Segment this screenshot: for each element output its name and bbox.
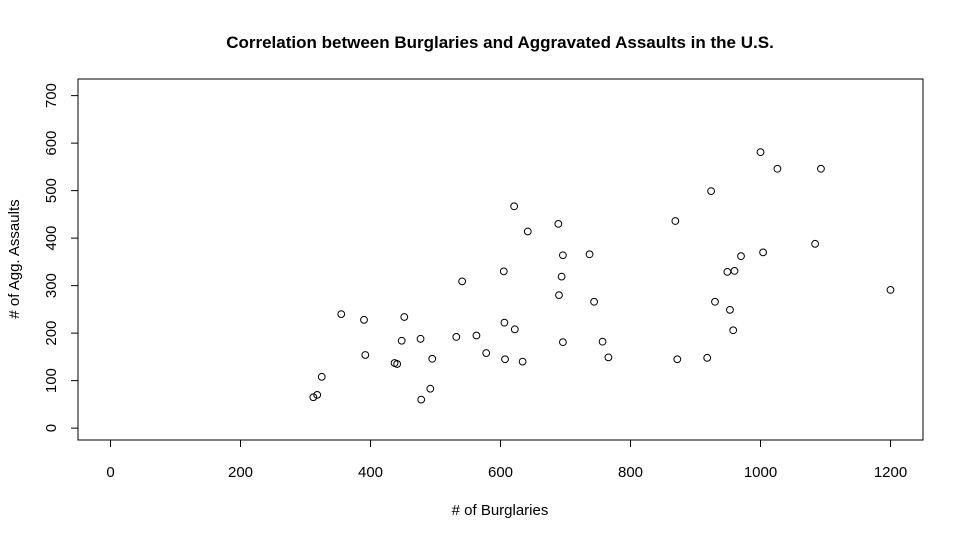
x-axis-label: # of Burglaries <box>452 502 549 519</box>
data-point <box>886 286 895 294</box>
x-tick-label: 1000 <box>744 464 777 481</box>
x-tick-label: 1200 <box>874 464 907 481</box>
data-point <box>756 148 765 157</box>
data-point <box>482 349 491 357</box>
data-point <box>554 219 563 228</box>
y-axis-label: # of Agg. Assaults <box>6 199 23 318</box>
data-point <box>604 353 613 362</box>
y-tick-label: 600 <box>43 131 60 156</box>
data-point <box>337 310 346 319</box>
data-point <box>313 390 322 399</box>
data-point <box>759 248 767 257</box>
data-point <box>703 353 712 362</box>
data-point <box>500 318 509 327</box>
x-tick-label: 200 <box>228 464 253 481</box>
y-axis: 0 100 200 300 400 500 600 700 <box>43 83 79 432</box>
data-point <box>309 393 318 402</box>
data-point <box>811 239 819 248</box>
x-tick-label: 0 <box>106 464 114 481</box>
data-point <box>501 355 509 364</box>
y-tick-label: 100 <box>43 368 60 393</box>
data-point <box>585 250 594 259</box>
y-tick-label: 300 <box>43 273 60 298</box>
data-point <box>557 272 566 281</box>
data-point <box>518 357 527 366</box>
data-point <box>590 297 598 306</box>
data-point <box>458 277 467 286</box>
data-point <box>510 202 519 211</box>
data-point <box>416 334 425 343</box>
x-tick-label: 800 <box>618 464 643 481</box>
data-point <box>559 251 567 260</box>
data-point <box>723 267 732 276</box>
data-point <box>499 267 508 276</box>
data-point <box>360 315 368 324</box>
data-point <box>417 395 426 404</box>
x-tick-label: 600 <box>488 464 513 481</box>
data-point <box>729 326 738 335</box>
data-point <box>817 164 825 173</box>
y-tick-label: 400 <box>43 226 60 251</box>
data-point <box>361 351 370 359</box>
x-tick-label: 400 <box>358 464 383 481</box>
data-point <box>598 337 607 346</box>
data-point <box>555 291 563 300</box>
data-point <box>428 354 437 363</box>
data-point <box>510 325 519 334</box>
chart-title: Correlation between Burglaries and Aggra… <box>226 33 774 52</box>
y-tick-label: 500 <box>43 178 60 203</box>
data-point <box>730 267 739 275</box>
data-point <box>673 355 682 364</box>
data-point <box>726 305 734 314</box>
data-point <box>707 187 715 196</box>
data-point <box>773 164 782 173</box>
data-points <box>309 148 895 404</box>
y-tick-label: 0 <box>43 424 60 432</box>
data-point <box>671 217 680 225</box>
y-tick-label: 700 <box>43 83 60 108</box>
data-point <box>523 227 532 236</box>
data-point <box>711 297 719 306</box>
data-point <box>397 336 406 345</box>
data-point <box>400 313 409 321</box>
data-point <box>559 338 567 347</box>
y-tick-label: 200 <box>43 321 60 346</box>
data-point <box>737 252 745 261</box>
data-point <box>426 384 435 393</box>
data-point <box>472 331 481 340</box>
data-point <box>393 360 402 368</box>
plot-frame <box>77 78 924 441</box>
data-point <box>452 333 461 341</box>
data-point <box>317 372 326 381</box>
x-axis: 0 200 400 600 800 1000 1200 <box>106 439 907 481</box>
